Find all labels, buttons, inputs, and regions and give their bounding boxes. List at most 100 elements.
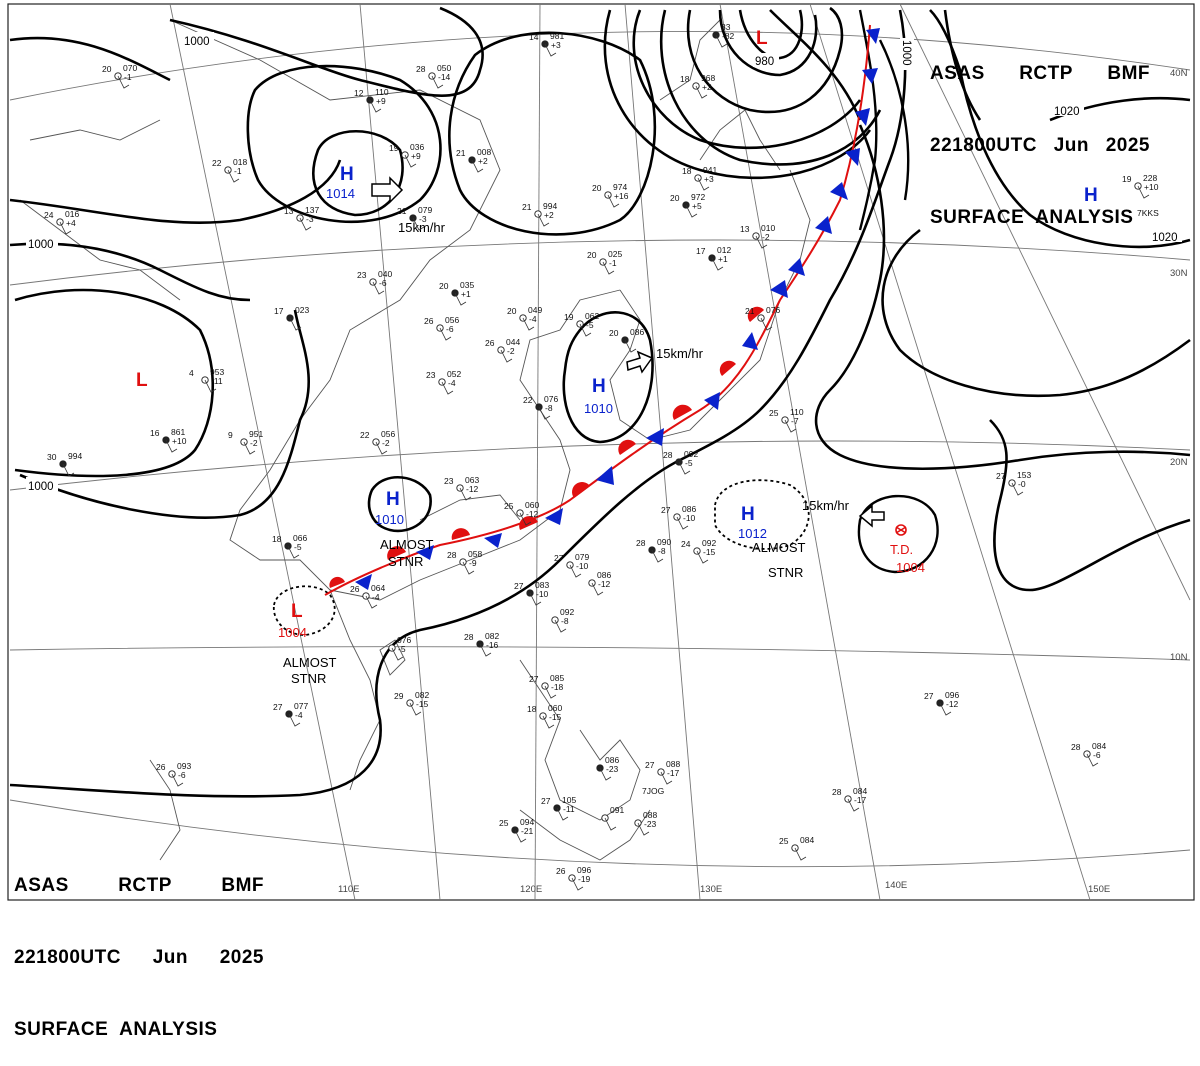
station-value: 30 (47, 452, 57, 462)
station-value: 091 (610, 805, 624, 815)
wind-barb-icon (289, 317, 302, 331)
station-value: -4 (295, 710, 303, 720)
station-value: 25 (779, 836, 789, 846)
station-value: 20 (102, 64, 112, 74)
station-value: +2 (544, 210, 554, 220)
status-label: STNR (388, 554, 423, 569)
wind-barb-icon (522, 317, 535, 331)
station-value: 040 (378, 269, 392, 279)
station-value: 063 (465, 475, 479, 485)
lat-labels: 40N 30N 20N 10N (1170, 68, 1188, 663)
station-value: 83 (721, 22, 731, 32)
station-value: +16 (614, 191, 629, 201)
station-value: -19 (578, 874, 591, 884)
station-plot: 26 056-6 (424, 315, 459, 341)
station-value: 24 (44, 210, 54, 220)
station-value: 096 (577, 865, 591, 875)
wind-barb-icon (204, 379, 217, 393)
wind-barb-icon (695, 85, 708, 99)
wind-barb-icon (569, 564, 582, 578)
station-value: -3 (419, 214, 427, 224)
high-center-value: 1012 (738, 526, 767, 541)
wind-barb-icon (529, 592, 542, 606)
station-value: +10 (1144, 182, 1159, 192)
wind-barb-icon (697, 177, 710, 191)
status-label: STNR (291, 671, 326, 686)
header-field: Jun (1053, 135, 1089, 156)
lat-label: 20N (1170, 457, 1188, 468)
station-value: 082 (485, 631, 499, 641)
wind-barb-icon (404, 154, 417, 168)
wind-barb-icon (171, 773, 184, 787)
station-id: 7JOG (642, 786, 664, 796)
status-label: ALMOST (283, 655, 337, 670)
station-value: 076 (397, 635, 411, 645)
station-value: 26 (485, 338, 495, 348)
station-value: 994 (543, 201, 557, 211)
station-plot: 27 079-10 (554, 552, 589, 578)
header-field: Jun (152, 947, 188, 968)
station-value: 092 (560, 607, 574, 617)
header-field: RCTP (1019, 63, 1073, 84)
tropical-depression-icon (895, 524, 907, 536)
station-value: -15 (416, 699, 429, 709)
station-value: -12 (946, 699, 959, 709)
station-value: 951 (249, 429, 263, 439)
station-plot: 12 110+9 (354, 87, 389, 113)
station-value: 18 (527, 704, 537, 714)
station-value: -6 (379, 278, 387, 288)
station-value: 056 (381, 429, 395, 439)
station-value: 14 (529, 32, 539, 42)
station-value: -23 (644, 819, 657, 829)
station-ids: 7KKS 7JOG (642, 208, 1159, 796)
wind-barb-icon (537, 213, 550, 227)
station-value: 086 (597, 570, 611, 580)
lat-label: 30N (1170, 268, 1188, 279)
station-value: 058 (468, 549, 482, 559)
header-field: ASAS (14, 875, 69, 896)
station-value: -3 (306, 214, 314, 224)
wind-barb-icon (544, 685, 557, 699)
station-value: 070 (123, 63, 137, 73)
lon-label: 120E (520, 884, 542, 895)
motion-label: 15km/hr (656, 346, 704, 361)
wind-barb-icon (288, 713, 301, 727)
graticule (9, 3, 1191, 901)
isobar-label: 980 (755, 56, 774, 68)
station-value: -17 (667, 768, 680, 778)
station-value: 26 (424, 316, 434, 326)
station-value: +4 (66, 218, 76, 228)
isobar-label: 1000 (184, 36, 210, 48)
station-value: +9 (376, 96, 386, 106)
station-value: -4 (529, 314, 537, 324)
isobar-labels: 1000 1000 1000 1000 1020 1020 980 (26, 32, 1182, 493)
high-center-symbol: H (741, 504, 755, 525)
wind-barb-icon (591, 582, 604, 596)
station-plot: 27 096-12 (924, 690, 959, 716)
station-plot: 20 086 (609, 327, 644, 353)
station-value: 27 (554, 553, 564, 563)
station-value: 20 (670, 193, 680, 203)
wind-barb-icon (1137, 185, 1150, 199)
wind-barb-icon (602, 261, 615, 275)
station-plot: 24 016+4 (44, 209, 79, 235)
station-value: 153 (1017, 470, 1031, 480)
station-value: -1 (124, 72, 132, 82)
station-value: 092 (684, 449, 698, 459)
station-plot: 21 076 (745, 305, 780, 331)
stationary-front (324, 24, 880, 596)
station-plot: 25 060-12 (504, 500, 539, 526)
station-value: 084 (853, 786, 867, 796)
station-value: -14 (438, 72, 451, 82)
header-field: BMF (1107, 63, 1150, 84)
station-value: 035 (460, 280, 474, 290)
header-top-right: ASAS RCTP BMF 221800UTC Jun 2025 SURFACE ANA… (930, 14, 1150, 254)
station-value: 27 (661, 505, 671, 515)
station-value: 22 (360, 430, 370, 440)
station-value: 25 (499, 818, 509, 828)
wind-barb-icon (544, 43, 557, 57)
wind-barb-icon (696, 550, 709, 564)
station-value: -8 (561, 616, 569, 626)
station-value: 093 (177, 761, 191, 771)
station-value: 20 (609, 328, 619, 338)
